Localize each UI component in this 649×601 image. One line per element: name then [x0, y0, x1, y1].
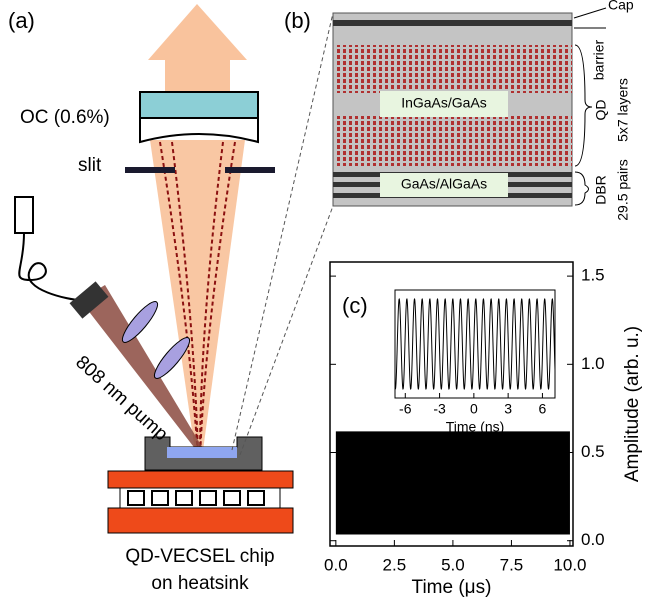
y-axis-label: Amplitude (arb. u.): [622, 326, 643, 482]
panel-label: (a): [8, 8, 35, 33]
cap-layer: [333, 20, 572, 26]
material-label: GaAs/AlGaAs: [401, 176, 487, 192]
y-tick-label: 0.0: [581, 530, 605, 549]
x-axis-label: Time (μs): [412, 577, 492, 598]
zoom-line: [232, 13, 333, 450]
x-tick-label: -3: [433, 401, 446, 417]
qd-layers-label: 5x7 layers: [615, 78, 631, 142]
pump-diode: [15, 197, 33, 233]
x-tick-label: 2.5: [383, 555, 407, 574]
dbr-pairs-label: 29.5 pairs: [615, 159, 631, 220]
zoom-line: [240, 206, 333, 455]
qd-layers: [336, 116, 572, 166]
laser-setup: [15, 4, 333, 533]
signal-envelope: [336, 431, 570, 534]
figure: (a) OC (0.6%) slit 808 nm pump QD-VECSEL…: [0, 0, 649, 601]
x-tick-label: 3: [504, 401, 512, 417]
output-beam: [148, 4, 247, 95]
panel-label: (b): [284, 8, 311, 33]
chip: [167, 447, 237, 458]
x-tick-label: -6: [399, 401, 412, 417]
slit-right: [225, 167, 275, 173]
x-tick-label: 0.0: [324, 555, 348, 574]
x-tick-label: 6: [539, 401, 547, 417]
qd-label: QD: [593, 100, 609, 121]
output-coupler: [140, 92, 258, 118]
x-tick-label: 7.5: [500, 555, 524, 574]
heatsink: [108, 508, 293, 533]
oc-label: OC (0.6%): [20, 107, 110, 128]
x-tick-label: 0: [470, 401, 478, 417]
y-tick-label: 1.5: [581, 266, 605, 285]
material-label: InGaAs/GaAs: [401, 95, 487, 111]
heatsink: [108, 471, 293, 488]
panel-label: (c): [342, 293, 368, 318]
fiber: [19, 233, 80, 300]
oc-mirror: [140, 118, 258, 142]
cavity-beam: [150, 140, 245, 458]
barrier-label: barrier: [591, 39, 607, 80]
chip-label: on heatsink: [151, 573, 249, 594]
dbr-label: DBR: [593, 175, 609, 205]
y-tick-label: 0.5: [581, 442, 605, 461]
chip-label: QD-VECSEL chip: [125, 546, 274, 567]
x-axis-label: Time (ns): [446, 419, 505, 435]
cap-label: Cap: [608, 0, 634, 13]
x-tick-label: 5.0: [441, 555, 465, 574]
slit-left: [125, 167, 175, 173]
qd-layers: [336, 45, 572, 93]
x-tick-label: 10.0: [553, 555, 586, 574]
slit-label: slit: [78, 155, 102, 176]
y-tick-label: 1.0: [581, 354, 605, 373]
